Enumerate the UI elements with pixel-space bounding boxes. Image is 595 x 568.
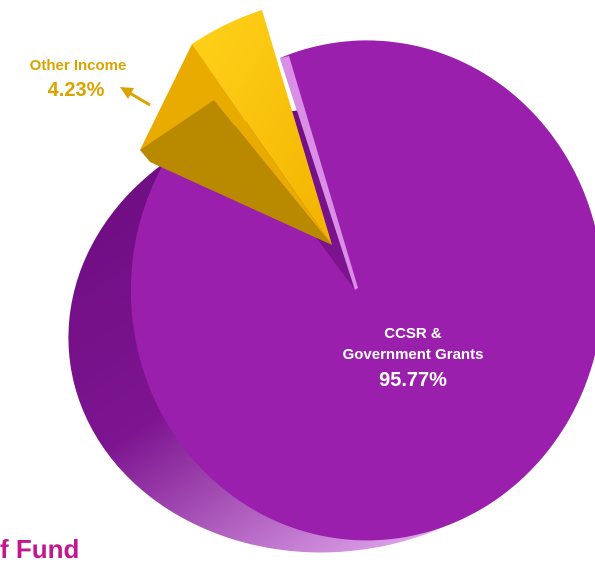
purple-slice-edge-highlight xyxy=(280,56,358,290)
pie-slice-other-income xyxy=(192,10,332,245)
slice-value-other-income: 4.23% xyxy=(48,79,105,101)
slice-value-ccsr: 95.77% xyxy=(379,369,447,391)
other-income-arrow-line xyxy=(127,90,151,107)
gold-slice-front xyxy=(140,44,332,245)
section-title-fragment: f Fund xyxy=(0,534,80,564)
slice-label-ccsr-line1: CCSR & xyxy=(384,325,442,342)
slice-label-ccsr-line2: Government Grants xyxy=(343,346,484,363)
other-income-arrow-head xyxy=(120,87,134,99)
gold-slice-side xyxy=(140,90,332,245)
slice-label-other-income: Other Income xyxy=(30,57,127,74)
